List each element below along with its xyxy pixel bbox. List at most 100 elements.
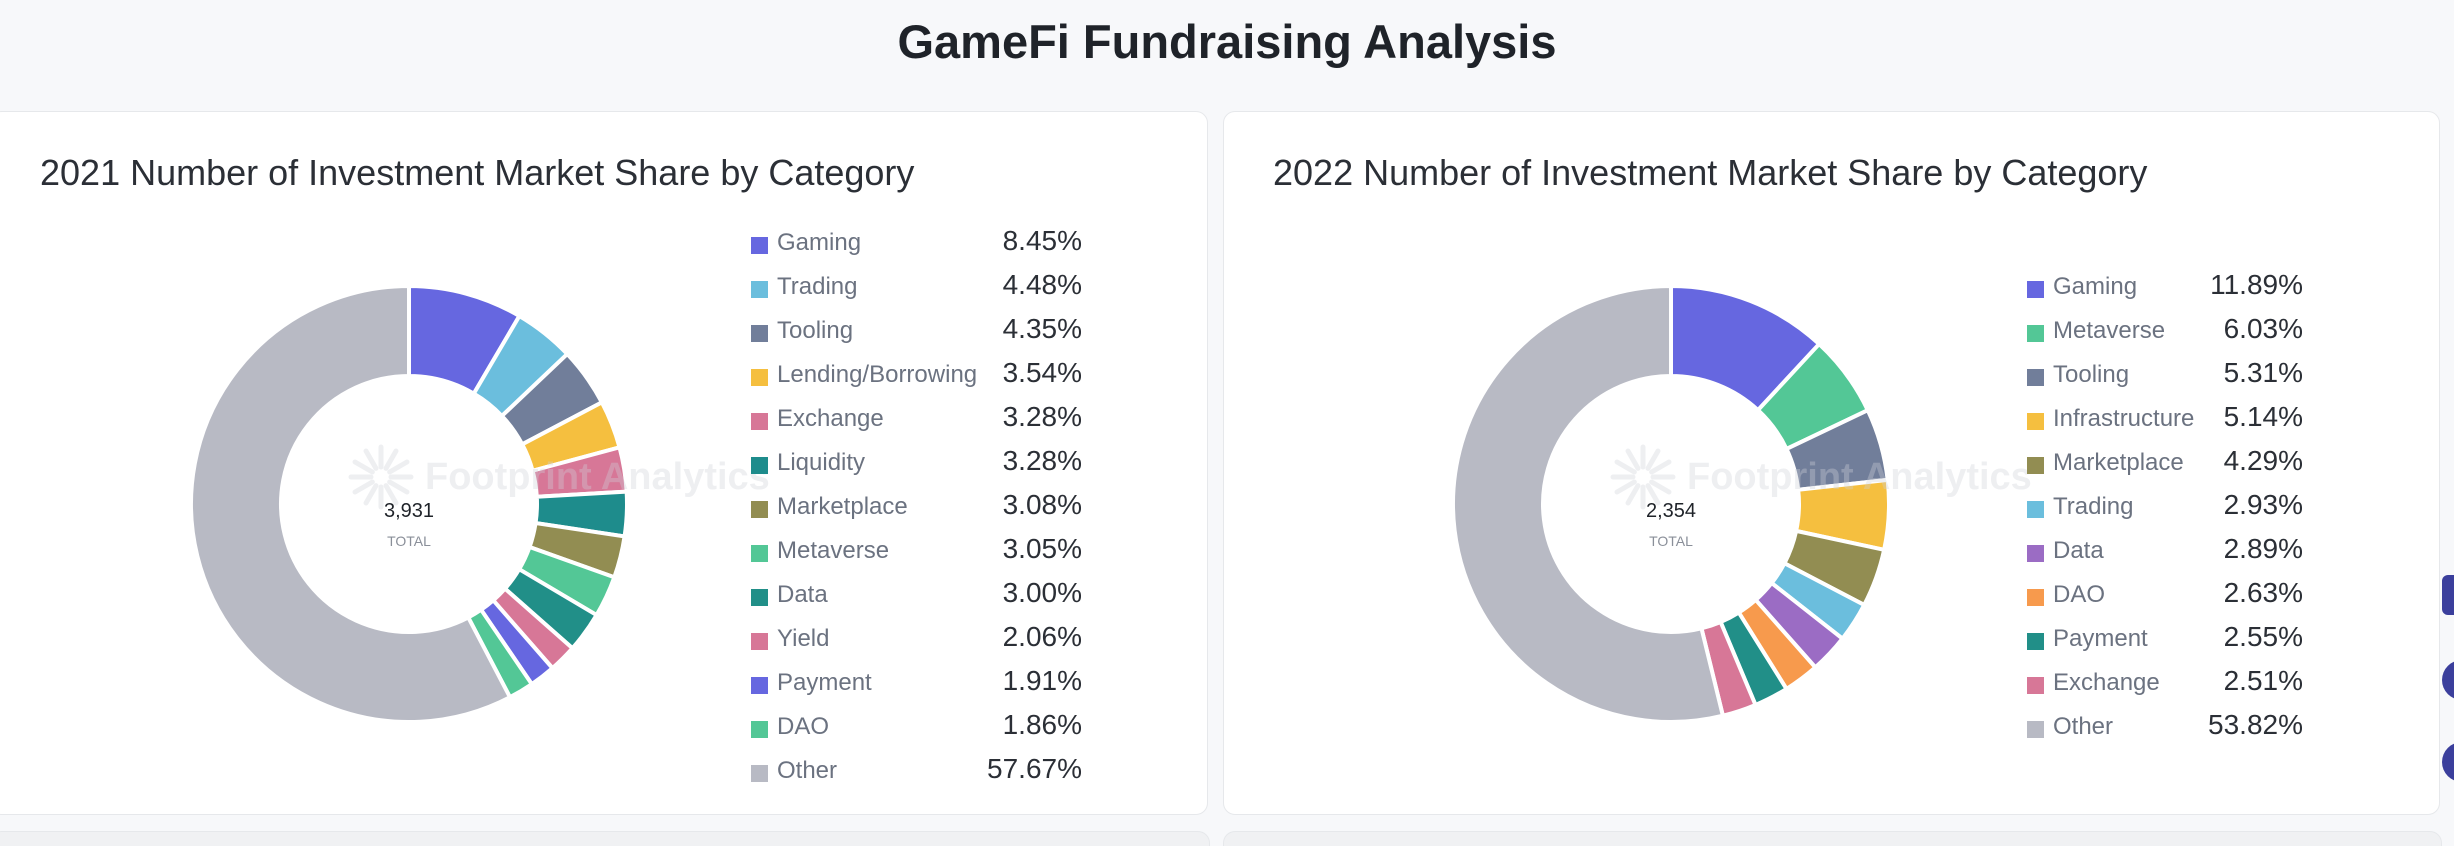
watermark-logo-icon <box>348 444 414 510</box>
donut-slice-other[interactable] <box>189 283 513 724</box>
side-widget-tab[interactable] <box>2442 575 2454 615</box>
legend-item-payment[interactable]: Payment 1.91% <box>751 665 1171 709</box>
legend-label: Tooling <box>2053 361 2130 388</box>
legend-item-data[interactable]: Data 3.00% <box>751 577 1171 621</box>
legend-item-data[interactable]: Data 2.89% <box>2027 533 2447 577</box>
chart-title: 2021 Number of Investment Market Share b… <box>40 152 915 193</box>
legend-value: 2.89% <box>2223 533 2303 564</box>
legend-swatch <box>2027 325 2044 342</box>
legend-swatch <box>751 501 768 518</box>
legend-swatch <box>2027 457 2044 474</box>
legend-label: Exchange <box>2053 669 2160 696</box>
legend-value: 4.48% <box>1002 269 1082 300</box>
legend-swatch <box>2027 413 2044 430</box>
legend-swatch <box>751 325 768 342</box>
legend-swatch <box>2027 545 2044 562</box>
side-widget-button[interactable] <box>2442 660 2454 700</box>
donut-center-label: TOTAL <box>1649 533 1693 549</box>
legend-swatch <box>751 677 768 694</box>
legend-label: Data <box>2053 537 2104 564</box>
legend-swatch <box>751 765 768 782</box>
legend-label: Liquidity <box>777 449 866 476</box>
legend-value: 2.51% <box>2223 665 2303 696</box>
legend-item-liquidity[interactable]: Liquidity 3.28% <box>751 445 1171 489</box>
next-card-edge <box>1223 831 2442 846</box>
legend-item-dao[interactable]: DAO 1.86% <box>751 709 1171 753</box>
legend-value: 1.91% <box>1002 665 1082 696</box>
legend-label: Yield <box>777 625 830 652</box>
legend-item-trading[interactable]: Trading 2.93% <box>2027 489 2447 533</box>
legend-item-exchange[interactable]: Exchange 2.51% <box>2027 665 2447 709</box>
legend-value: 8.45% <box>1002 225 1082 256</box>
legend-swatch <box>2027 501 2044 518</box>
legend-value: 6.03% <box>2223 313 2303 344</box>
legend-label: DAO <box>2053 581 2106 608</box>
legend-swatch <box>2027 589 2044 606</box>
legend-item-gaming[interactable]: Gaming 8.45% <box>751 225 1171 269</box>
legend-value: 3.05% <box>1002 533 1082 564</box>
legend-item-metaverse[interactable]: Metaverse 6.03% <box>2027 313 2447 357</box>
legend-value: 4.35% <box>1002 313 1082 344</box>
legend-label: Gaming <box>2053 273 2138 300</box>
legend-value: 3.28% <box>1002 445 1082 476</box>
legend-item-marketplace[interactable]: Marketplace 3.08% <box>751 489 1171 533</box>
legend-swatch <box>2027 633 2044 650</box>
legend-item-other[interactable]: Other 57.67% <box>751 753 1171 797</box>
legend-value: 5.31% <box>2223 357 2303 388</box>
legend-value: 11.89% <box>2210 269 2303 300</box>
legend-item-gaming[interactable]: Gaming 11.89% <box>2027 269 2447 313</box>
legend-item-infrastructure[interactable]: Infrastructure 5.14% <box>2027 401 2447 445</box>
legend-value: 2.93% <box>2223 489 2303 520</box>
legend-label: Trading <box>777 273 858 300</box>
watermark-logo-icon <box>1610 444 1676 510</box>
legend-value: 3.28% <box>1002 401 1082 432</box>
chart-title: 2022 Number of Investment Market Share b… <box>1273 152 2148 193</box>
legend-label: Data <box>777 581 828 608</box>
legend-label: Other <box>2053 713 2114 740</box>
legend-label: Payment <box>777 669 872 696</box>
legend-item-trading[interactable]: Trading 4.48% <box>751 269 1171 313</box>
legend-value: 2.06% <box>1002 621 1082 652</box>
watermark: Footprint Analytics <box>348 444 770 510</box>
legend-label: Trading <box>2053 493 2134 520</box>
legend-swatch <box>751 633 768 650</box>
legend-item-payment[interactable]: Payment 2.55% <box>2027 621 2447 665</box>
legend-value: 3.08% <box>1002 489 1082 520</box>
legend-value: 1.86% <box>1002 709 1082 740</box>
legend-item-marketplace[interactable]: Marketplace 4.29% <box>2027 445 2447 489</box>
legend-item-other[interactable]: Other 53.82% <box>2027 709 2447 753</box>
legend-value: 3.00% <box>1002 577 1082 608</box>
legend-label: Marketplace <box>2053 449 2184 476</box>
legend-swatch <box>751 413 768 430</box>
next-card-edge <box>0 831 1210 846</box>
legend-swatch <box>751 369 768 386</box>
chart-card-2021: 2021 Number of Investment Market Share b… <box>0 111 1208 815</box>
page-title: GameFi Fundraising Analysis <box>897 15 1557 68</box>
legend-swatch <box>2027 369 2044 386</box>
legend-label: Infrastructure <box>2053 405 2195 432</box>
legend-item-exchange[interactable]: Exchange 3.28% <box>751 401 1171 445</box>
legend-item-tooling[interactable]: Tooling 5.31% <box>2027 357 2447 401</box>
legend-label: Metaverse <box>777 537 890 564</box>
legend-label: Other <box>777 757 838 784</box>
legend-item-tooling[interactable]: Tooling 4.35% <box>751 313 1171 357</box>
legend-item-yield[interactable]: Yield 2.06% <box>751 621 1171 665</box>
legend-item-dao[interactable]: DAO 2.63% <box>2027 577 2447 621</box>
legend-swatch <box>751 281 768 298</box>
legend-label: Lending/Borrowing <box>777 361 978 388</box>
legend-value: 4.29% <box>2223 445 2303 476</box>
legend-swatch <box>2027 281 2044 298</box>
side-widget-button[interactable] <box>2442 742 2454 782</box>
legend-swatch <box>751 589 768 606</box>
legend-item-metaverse[interactable]: Metaverse 3.05% <box>751 533 1171 577</box>
legend-label: Payment <box>2053 625 2148 652</box>
donut-slice-other[interactable] <box>1451 283 1726 724</box>
legend-item-lending-borrowing[interactable]: Lending/Borrowing 3.54% <box>751 357 1171 401</box>
legend-label: Metaverse <box>2053 317 2166 344</box>
legend-label: Gaming <box>777 229 862 256</box>
legend-value: 53.82% <box>2208 709 2303 740</box>
legend-label: Marketplace <box>777 493 908 520</box>
legend-value: 2.55% <box>2223 621 2303 652</box>
